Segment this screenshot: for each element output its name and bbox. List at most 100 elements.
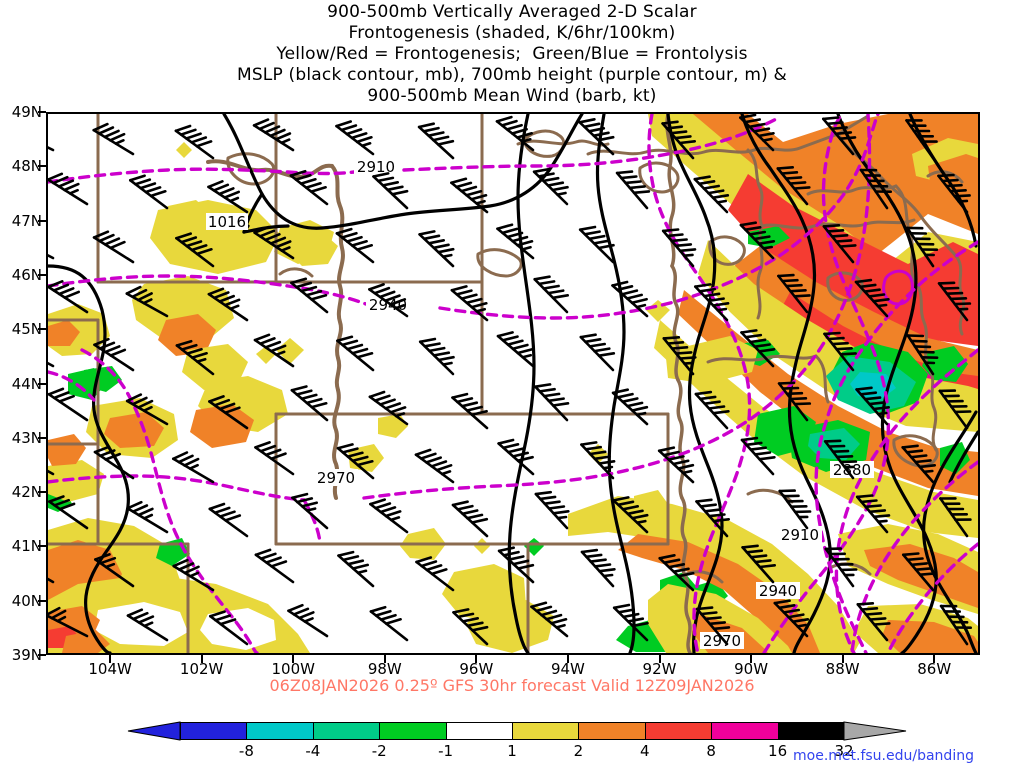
colorbar: -8 -4 -2 -1 1 2 4 8 16 32 xyxy=(127,721,907,760)
wind-barb xyxy=(939,604,972,646)
shade-yellow xyxy=(48,460,104,502)
wind-barb xyxy=(777,273,811,314)
wind-barb xyxy=(695,606,731,646)
wind-barb xyxy=(336,443,375,480)
shade-orange xyxy=(104,412,164,448)
watermark: moe.met.fsu.edu/banding xyxy=(793,748,974,764)
title-line-2: Frontogenesis (shaded, K/6hr/100km) xyxy=(348,23,676,43)
wind-barb xyxy=(534,383,570,422)
wind-barb xyxy=(905,226,939,268)
y-tick-43N: 43N xyxy=(11,428,42,447)
colorbar-segment xyxy=(512,722,579,740)
wind-barb xyxy=(451,500,489,538)
wind-barb xyxy=(290,277,329,314)
shade-orange xyxy=(48,434,86,466)
y-tick-mark xyxy=(38,328,46,331)
contour-label-1016: 1016 xyxy=(206,213,248,231)
wind-barb xyxy=(741,544,776,584)
colorbar-tick--2: -2 xyxy=(371,742,387,760)
x-tick-86W: 86W xyxy=(917,660,952,678)
height-contours xyxy=(48,114,978,653)
y-tick-mark xyxy=(38,219,46,222)
wind-barb xyxy=(174,124,215,160)
wind-barb xyxy=(612,496,649,534)
wind-barb xyxy=(937,173,971,214)
colorbar-tick--1: -1 xyxy=(438,742,454,760)
colorbar-tick--4: -4 xyxy=(305,742,321,760)
shade-yellow xyxy=(474,538,490,554)
wind-barb xyxy=(92,230,135,264)
y-tick-48N: 48N xyxy=(11,157,42,176)
wind-barb xyxy=(48,387,89,422)
wind-barb xyxy=(578,225,615,264)
wind-barb xyxy=(207,180,249,214)
shade-orange xyxy=(678,290,978,496)
shade-green xyxy=(940,442,970,474)
wind-barb xyxy=(253,333,295,368)
wind-barb xyxy=(939,497,972,538)
wind-barb xyxy=(336,335,375,372)
colorbar-tick--8: -8 xyxy=(238,742,254,760)
wind-barb xyxy=(48,606,89,638)
wind-barb xyxy=(497,546,535,584)
wind-barb xyxy=(126,500,169,534)
wind-barb xyxy=(694,390,730,430)
wind-barb xyxy=(739,221,776,260)
y-tick-mark xyxy=(38,111,46,113)
x-tick-96W: 96W xyxy=(459,660,494,678)
wind-barb xyxy=(368,390,409,426)
x-tick-104W: 104W xyxy=(88,660,132,678)
y-tick-mark xyxy=(38,436,46,439)
wind-barb xyxy=(291,492,329,530)
wind-barb xyxy=(693,175,730,214)
wind-barb xyxy=(778,489,812,530)
y-tick-mark xyxy=(38,545,46,548)
wind-barb xyxy=(534,490,570,530)
wind-barb xyxy=(740,329,776,368)
wind-barb xyxy=(48,146,55,152)
colorbar-segment xyxy=(246,722,313,740)
y-tick-mark xyxy=(38,382,46,385)
wind-barb xyxy=(661,228,697,268)
wind-barb xyxy=(823,439,858,480)
colorbar-segment xyxy=(180,722,247,740)
wind-barb xyxy=(615,170,651,210)
wind-barb xyxy=(451,392,489,430)
x-tick-102W: 102W xyxy=(179,660,224,678)
wind-barb xyxy=(92,122,135,156)
title-line-5: 900-500mb Mean Wind (barb, kt) xyxy=(367,86,657,106)
wind-barb xyxy=(739,114,775,152)
y-tick-mark xyxy=(38,599,46,602)
colorbar-left-arrow xyxy=(127,721,181,741)
figure-title: 900-500mb Vertically Averaged 2-D Scalar… xyxy=(0,2,1024,107)
wind-barb xyxy=(125,393,169,426)
wind-barb xyxy=(369,498,409,534)
wind-barb xyxy=(414,448,455,484)
x-tick-mark xyxy=(109,655,112,663)
colorbar-tick-4: 4 xyxy=(640,742,650,760)
colorbar-segment xyxy=(644,722,712,740)
wind-barb xyxy=(859,168,892,210)
wind-barb xyxy=(578,118,615,156)
y-tick-49N: 49N xyxy=(11,103,42,121)
colorbar-right-arrow xyxy=(843,721,907,741)
shade-yellow xyxy=(162,200,212,230)
wind-barb xyxy=(48,280,89,314)
x-tick-100W: 100W xyxy=(271,660,315,678)
wind-barb xyxy=(368,283,409,318)
colorbar-tick-8: 8 xyxy=(706,742,716,760)
wind-barb xyxy=(532,167,569,206)
wind-barb xyxy=(905,119,938,160)
colorbar-segment xyxy=(312,722,380,740)
wind-barb xyxy=(207,287,249,322)
wind-barb xyxy=(902,552,937,592)
wind-barb xyxy=(450,177,489,214)
shade-yellow xyxy=(378,414,408,438)
x-tick-mark xyxy=(475,655,478,663)
wind-barb xyxy=(854,278,890,318)
y-tick-42N: 42N xyxy=(11,483,42,502)
shade-yellow xyxy=(276,338,304,364)
svg-text:2910: 2910 xyxy=(781,526,819,544)
wind-barb xyxy=(418,230,455,268)
colorbar-segment xyxy=(379,722,446,740)
